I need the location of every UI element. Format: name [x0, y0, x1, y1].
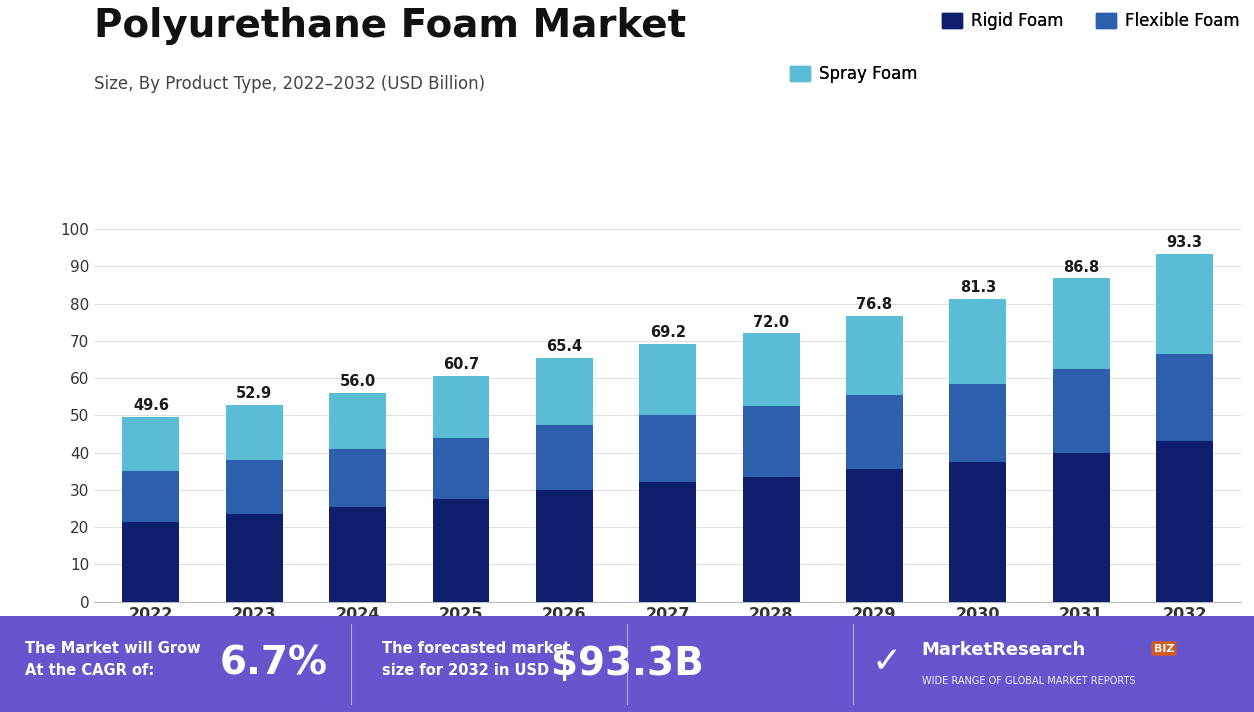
Bar [742, 406, 800, 477]
Text: Polyurethane Foam Market: Polyurethane Foam Market [94, 7, 686, 45]
Text: 69.2: 69.2 [650, 325, 686, 340]
Bar [1156, 441, 1213, 602]
Bar [1053, 369, 1110, 453]
Legend: Spray Foam: Spray Foam [790, 66, 917, 83]
Bar [1053, 453, 1110, 602]
Bar [1156, 254, 1213, 354]
Bar [535, 425, 593, 490]
Bar [123, 522, 179, 602]
Text: $93.3B: $93.3B [551, 645, 703, 683]
Bar [433, 375, 489, 438]
Text: MarketResearch: MarketResearch [922, 641, 1086, 659]
Bar [846, 469, 903, 602]
Text: 49.6: 49.6 [133, 398, 169, 413]
Bar [226, 460, 282, 514]
Bar [640, 483, 696, 602]
Text: 65.4: 65.4 [547, 340, 582, 355]
Bar [330, 507, 386, 602]
Bar [1053, 278, 1110, 369]
Text: 56.0: 56.0 [340, 375, 376, 389]
Bar [226, 404, 282, 460]
Text: The Market will Grow
At the CAGR of:: The Market will Grow At the CAGR of: [25, 641, 201, 678]
Bar [742, 477, 800, 602]
Text: 93.3: 93.3 [1166, 236, 1203, 251]
Text: 60.7: 60.7 [443, 357, 479, 372]
Text: 6.7%: 6.7% [219, 645, 327, 683]
Text: 72.0: 72.0 [754, 315, 789, 330]
Bar [226, 514, 282, 602]
Text: 76.8: 76.8 [856, 297, 893, 312]
Bar [535, 358, 593, 425]
FancyBboxPatch shape [0, 616, 1254, 712]
Bar [949, 384, 1006, 462]
Text: 86.8: 86.8 [1063, 260, 1100, 275]
Bar [123, 471, 179, 522]
Bar [846, 315, 903, 395]
Bar [640, 415, 696, 483]
Text: BIZ: BIZ [1154, 644, 1174, 654]
Bar [1156, 354, 1213, 441]
Bar [433, 499, 489, 602]
Bar [949, 299, 1006, 384]
Bar [949, 462, 1006, 602]
Legend: Rigid Foam, Flexible Foam: Rigid Foam, Flexible Foam [942, 12, 1239, 30]
Text: ✓: ✓ [872, 645, 902, 679]
Bar [535, 490, 593, 602]
Text: 81.3: 81.3 [959, 280, 996, 295]
Bar [846, 395, 903, 469]
Bar [330, 393, 386, 449]
Text: WIDE RANGE OF GLOBAL MARKET REPORTS: WIDE RANGE OF GLOBAL MARKET REPORTS [922, 676, 1135, 686]
Text: 52.9: 52.9 [236, 386, 272, 401]
Bar [123, 417, 179, 471]
Text: Size, By Product Type, 2022–2032 (USD Billion): Size, By Product Type, 2022–2032 (USD Bi… [94, 75, 485, 93]
Text: The forecasted market
size for 2032 in USD: The forecasted market size for 2032 in U… [382, 641, 571, 678]
Bar [330, 449, 386, 507]
Bar [742, 333, 800, 406]
Bar [433, 438, 489, 499]
Bar [640, 344, 696, 415]
